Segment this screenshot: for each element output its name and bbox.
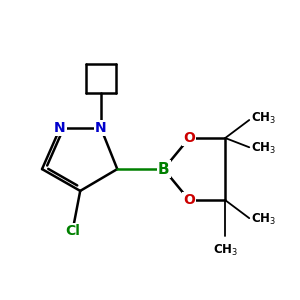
Text: B: B (158, 162, 170, 177)
Text: O: O (183, 131, 195, 145)
Text: O: O (183, 193, 195, 207)
Text: Cl: Cl (65, 224, 80, 238)
Text: N: N (54, 121, 66, 135)
Text: CH$_3$: CH$_3$ (251, 212, 276, 227)
Text: N: N (95, 121, 107, 135)
Text: CH$_3$: CH$_3$ (251, 141, 276, 156)
Text: CH$_3$: CH$_3$ (251, 111, 276, 126)
Text: CH$_3$: CH$_3$ (213, 243, 238, 258)
